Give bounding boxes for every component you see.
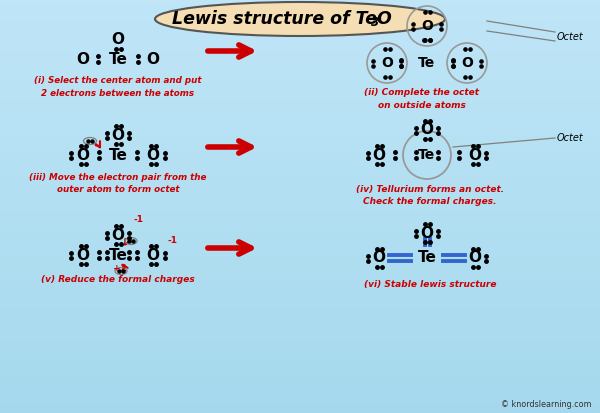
Text: (vi) Stable lewis structure: (vi) Stable lewis structure xyxy=(364,280,496,289)
Text: O: O xyxy=(112,128,125,142)
Text: -1: -1 xyxy=(134,215,144,224)
Text: -1: -1 xyxy=(167,236,177,245)
Text: (ii) Complete the octet
on outside atoms: (ii) Complete the octet on outside atoms xyxy=(365,88,479,109)
Text: Te: Te xyxy=(418,56,436,70)
Text: 3: 3 xyxy=(371,16,379,29)
Text: O: O xyxy=(421,19,433,33)
Text: Lewis structure of TeO: Lewis structure of TeO xyxy=(172,10,392,28)
Text: Te: Te xyxy=(109,147,127,162)
Text: O: O xyxy=(146,247,160,263)
Text: Octet: Octet xyxy=(557,133,584,143)
Text: O: O xyxy=(146,147,160,162)
Text: (v) Reduce the formal charges: (v) Reduce the formal charges xyxy=(41,275,195,284)
Text: O: O xyxy=(469,147,482,162)
Text: O: O xyxy=(421,123,433,138)
Text: O: O xyxy=(381,56,393,70)
Text: O: O xyxy=(469,251,482,266)
Text: O: O xyxy=(112,33,125,47)
Text: O: O xyxy=(146,52,160,66)
Text: O: O xyxy=(77,52,89,66)
Text: Te: Te xyxy=(109,52,127,66)
Text: (i) Select the center atom and put
2 electrons between the atoms: (i) Select the center atom and put 2 ele… xyxy=(34,76,202,97)
Text: © knordslearning.com: © knordslearning.com xyxy=(502,400,592,409)
Text: O: O xyxy=(77,147,89,162)
Text: O: O xyxy=(112,228,125,242)
Text: O: O xyxy=(373,251,386,266)
Text: Te: Te xyxy=(418,251,436,266)
Text: Te: Te xyxy=(418,148,436,162)
Text: O: O xyxy=(421,225,433,240)
Text: O: O xyxy=(461,56,473,70)
Text: O: O xyxy=(373,147,386,162)
Text: (iii) Move the electron pair from the
outer atom to form octet: (iii) Move the electron pair from the ou… xyxy=(29,173,206,195)
Text: Octet: Octet xyxy=(557,32,584,42)
Text: +2: +2 xyxy=(113,264,127,273)
Text: O: O xyxy=(77,247,89,263)
Text: (iv) Tellurium forms an octet.
Check the formal charges.: (iv) Tellurium forms an octet. Check the… xyxy=(356,185,504,206)
Text: Te: Te xyxy=(109,247,127,263)
Ellipse shape xyxy=(155,2,445,36)
